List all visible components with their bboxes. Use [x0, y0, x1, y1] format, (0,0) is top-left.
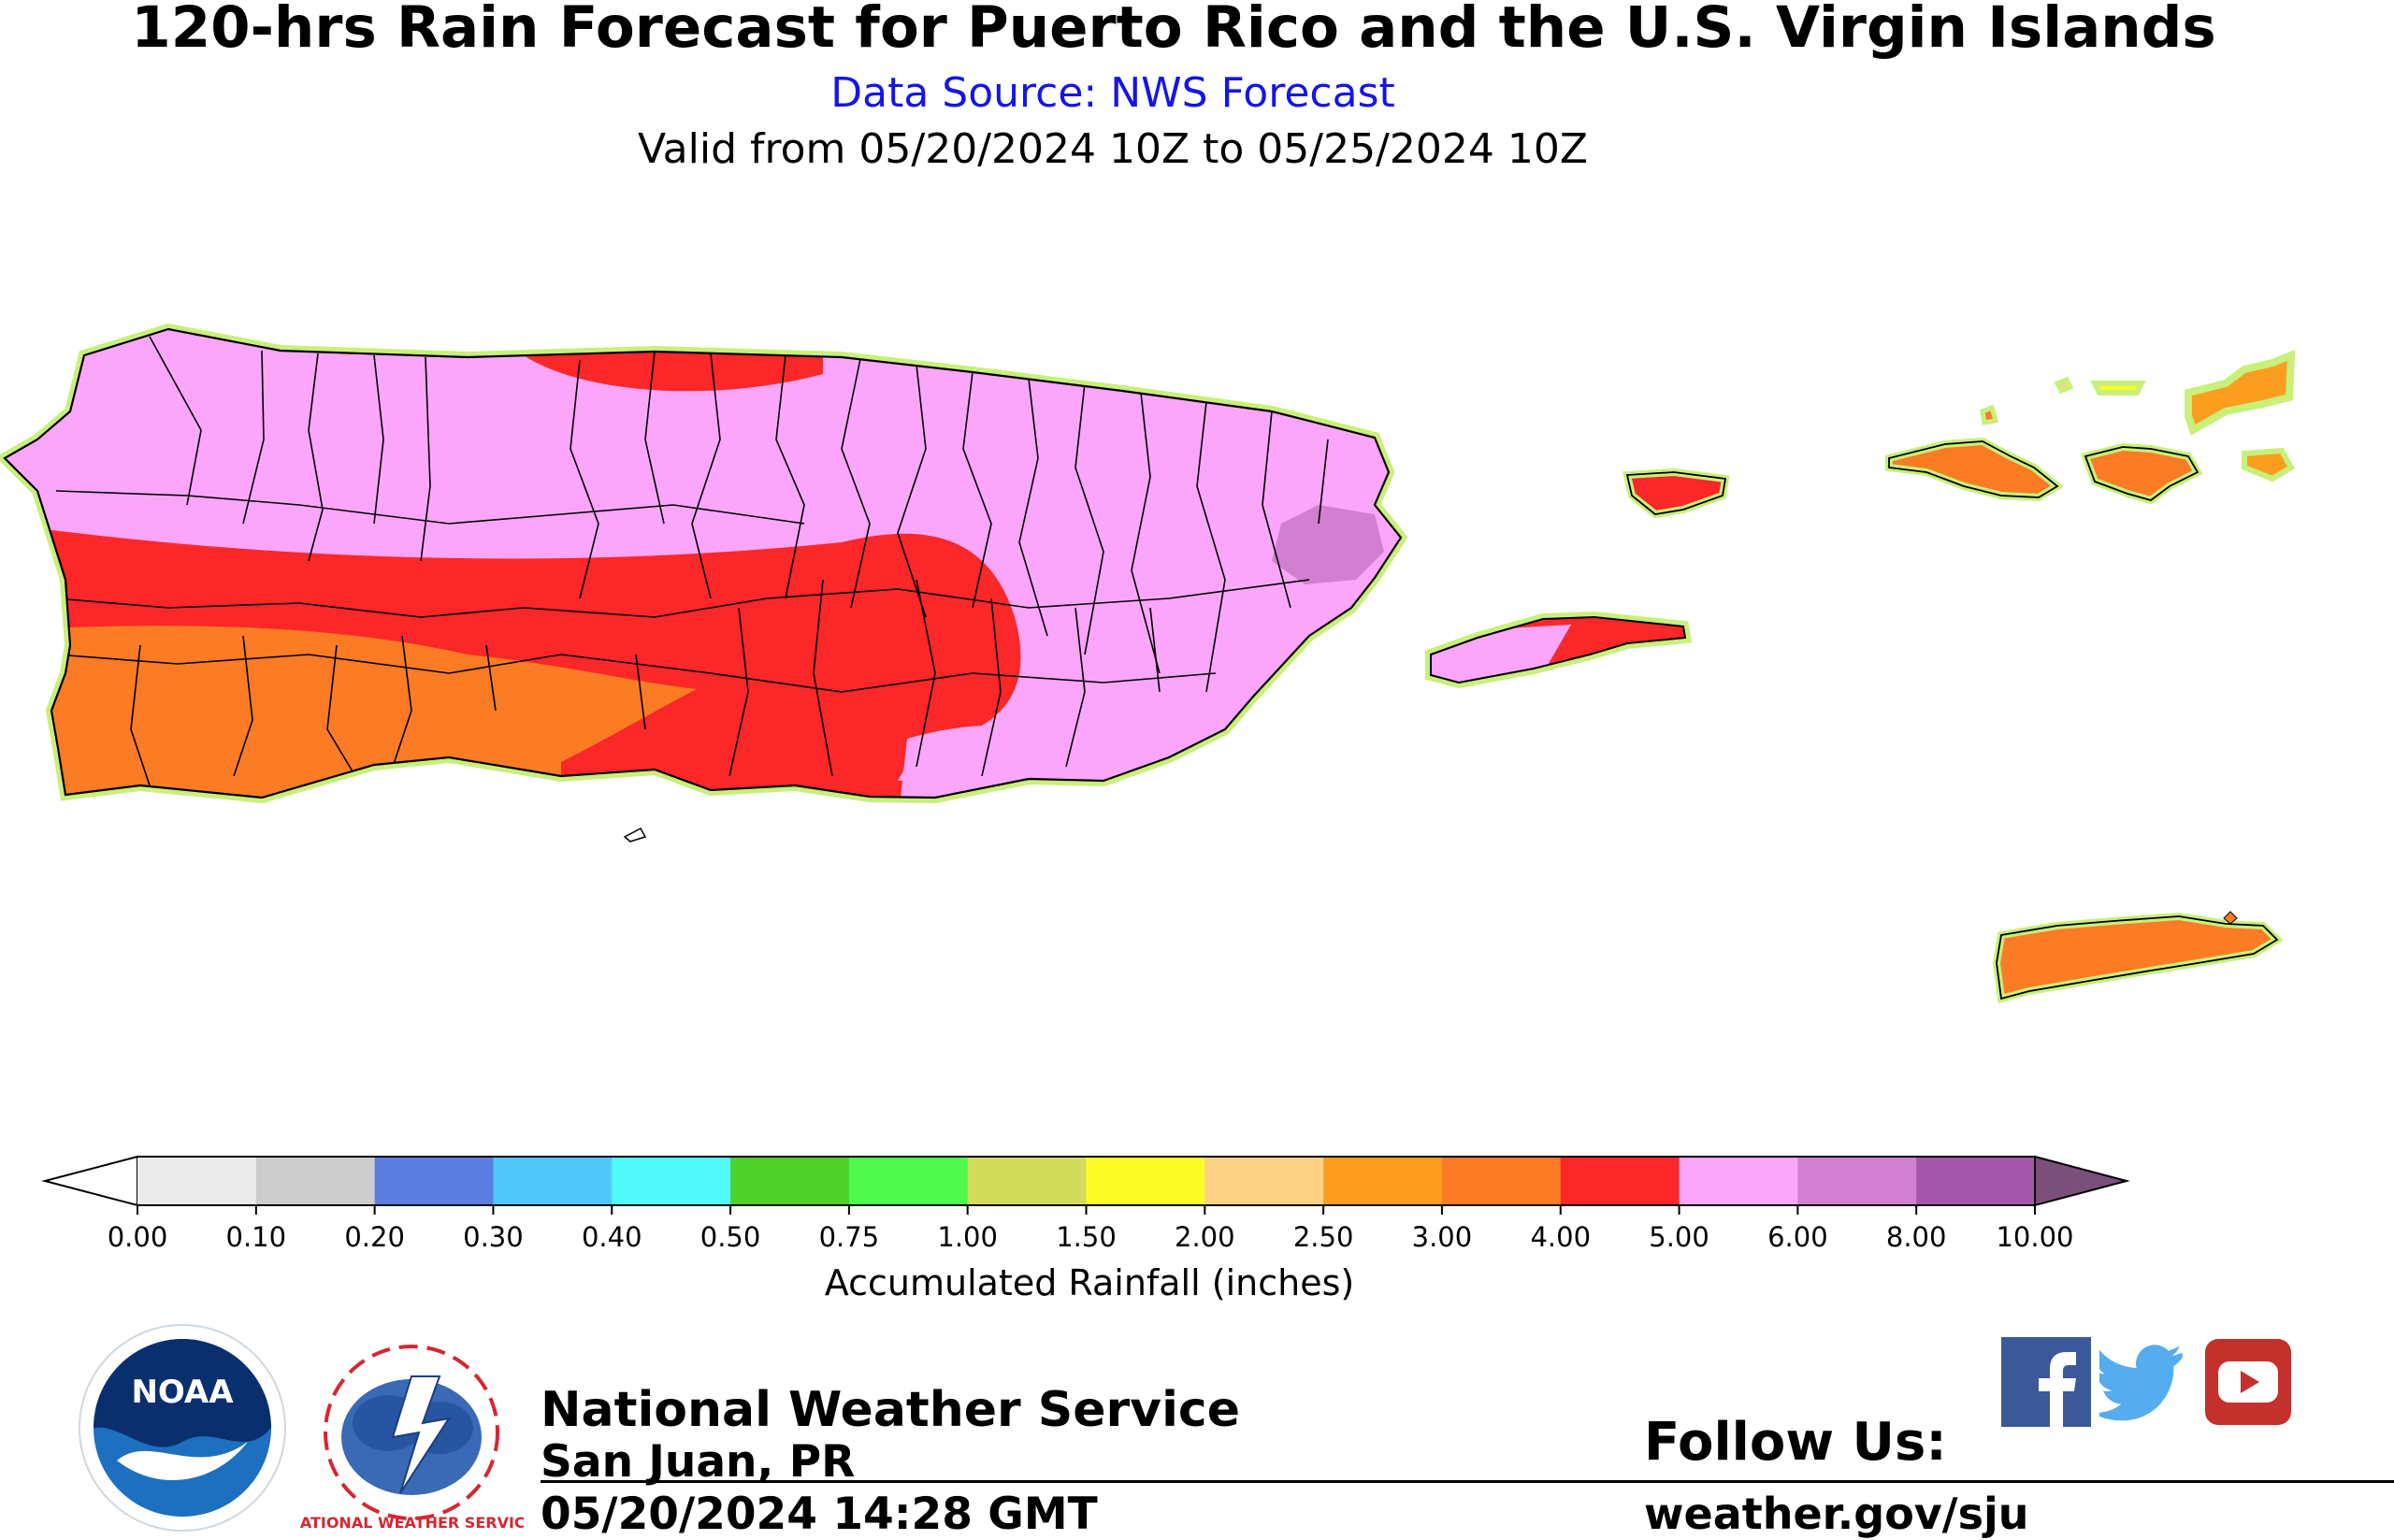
colorbar-under-arrow: [41, 1155, 138, 1207]
colorbar-swatch: [255, 1157, 376, 1205]
colorbar-tick-label: 0.10: [226, 1221, 287, 1248]
office-location: San Juan, PR: [541, 1436, 856, 1488]
colorbar-tick-label: 1.50: [1056, 1221, 1117, 1248]
culebra-island: [1622, 468, 1730, 519]
colorbar-swatch: [967, 1157, 1088, 1205]
colorbar-tick-label: 0.20: [344, 1221, 405, 1248]
colorbar-tick-label: 6.00: [1767, 1221, 1828, 1248]
colorbar-swatch: [1086, 1157, 1205, 1205]
facebook-icon[interactable]: [2001, 1337, 2091, 1427]
colorbar-swatch: [1204, 1157, 1324, 1205]
colorbar-tick-label: 1.00: [937, 1221, 998, 1248]
rainfall-map: [0, 309, 2296, 1004]
colorbar-swatch: [374, 1157, 495, 1205]
nws-logo-text: NATIONAL WEATHER SERVICE: [299, 1514, 524, 1532]
colorbar-tick-label: 3.00: [1412, 1221, 1473, 1248]
footer-divider: [541, 1480, 2394, 1483]
colorbar-swatch: [1679, 1157, 1798, 1205]
noaa-logo-text: NOAA: [131, 1374, 234, 1411]
colorbar-over-arrow: [2034, 1155, 2130, 1207]
colorbar-tick-label: 10.00: [1996, 1221, 2073, 1248]
colorbar-swatch: [1323, 1157, 1443, 1205]
colorbar-tick-label: 0.75: [819, 1221, 880, 1248]
colorbar-tick-label: 0.50: [700, 1221, 761, 1248]
issued-timestamp: 05/20/2024 14:28 GMT: [541, 1489, 1098, 1540]
agency-name: National Weather Service: [541, 1382, 1240, 1438]
rain-6in-southeast: [898, 725, 1216, 798]
colorbar-tick-label: 2.00: [1175, 1221, 1235, 1248]
youtube-icon[interactable]: [2203, 1337, 2293, 1427]
rain-8in-zone: [1272, 505, 1384, 584]
colorbar-swatch: [1560, 1157, 1680, 1205]
colorbar-swatch: [1797, 1157, 1917, 1205]
mona-islet: [623, 827, 647, 842]
data-source-link[interactable]: Data Source: NWS Forecast: [830, 69, 1395, 117]
valid-period: Valid from 05/20/2024 10Z to 05/25/2024 …: [638, 125, 1588, 173]
colorbar-swatch: [1916, 1157, 2036, 1205]
puerto-rico-island: [0, 318, 1421, 842]
follow-us-label: Follow Us:: [1644, 1412, 1947, 1473]
colorbar-tick-label: 5.00: [1649, 1221, 1709, 1248]
vieques-island: [1425, 611, 1692, 689]
colorbar-swatch: [1441, 1157, 1562, 1205]
colorbar-swatch: [137, 1157, 257, 1205]
colorbar-tick-label: 0.30: [463, 1221, 524, 1248]
colorbar-tick-label: 8.00: [1886, 1221, 1947, 1248]
st-john-island: [2080, 442, 2203, 505]
colorbar-tick-label: 0.00: [108, 1221, 168, 1248]
colorbar-tick-label: 4.00: [1530, 1221, 1591, 1248]
st-thomas-island: [1885, 437, 2064, 502]
british-virgin-islands: [1980, 349, 2296, 482]
rainfall-colorbar: 0.00 0.10 0.20 0.30 0.40 0.50 0.75 1.00 1.50 2.00…: [41, 1155, 2130, 1248]
colorbar-label: Accumulated Rainfall (inches): [824, 1262, 1355, 1303]
st-croix-island: [1992, 911, 2284, 1004]
colorbar-swatch: [848, 1157, 969, 1205]
colorbar-swatch: [612, 1157, 731, 1205]
nws-logo[interactable]: NATIONAL WEATHER SERVICE: [299, 1320, 524, 1535]
noaa-logo[interactable]: NOAA: [75, 1320, 290, 1535]
colorbar-tick-label: 0.40: [582, 1221, 642, 1248]
map-title: 120-hrs Rain Forecast for Puerto Rico an…: [131, 0, 2216, 61]
colorbar-swatch: [493, 1157, 613, 1205]
colorbar-swatch: [730, 1157, 850, 1205]
municipality-borders: [55, 336, 1329, 786]
website-link[interactable]: weather.gov/sju: [1644, 1489, 2029, 1539]
twitter-icon[interactable]: [2099, 1337, 2189, 1427]
colorbar-tick-label: 2.50: [1293, 1221, 1354, 1248]
